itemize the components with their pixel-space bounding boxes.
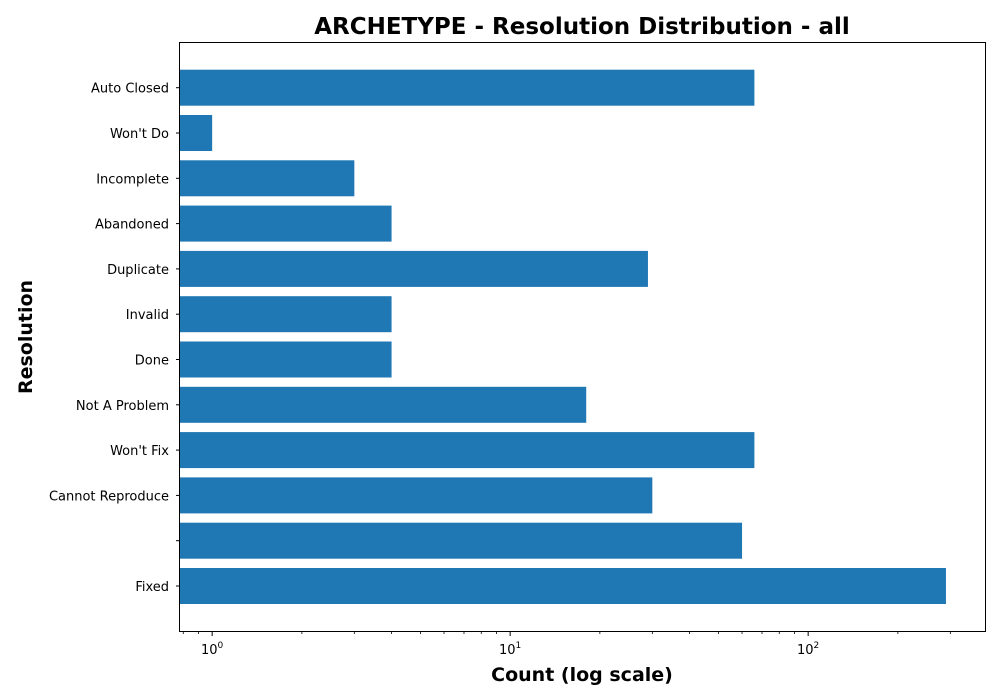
bar-abandoned: [180, 205, 392, 242]
bar-done: [180, 341, 392, 378]
bar-won-t-fix: [180, 432, 755, 469]
y-axis-ticks: Fixed Cannot Reproduce Won't Fix Not A Prob…: [49, 82, 180, 595]
bars-group: [180, 69, 946, 604]
y-tick-label: Auto Closed: [91, 82, 169, 97]
bar-fixed: [180, 568, 946, 604]
chart-title: ARCHETYPE - Resolution Distribution - al…: [314, 14, 850, 40]
y-tick-label: Duplicate: [107, 263, 169, 278]
y-tick-label: Won't Fix: [110, 444, 169, 459]
y-tick-label: Won't Do: [110, 127, 169, 142]
plot-frame: [179, 42, 986, 632]
y-tick-label: Not A Problem: [76, 399, 169, 414]
x-tick-label: 101: [499, 641, 521, 658]
x-tick-label: 102: [797, 641, 819, 658]
bar-auto-closed: [180, 69, 755, 106]
y-tick-label: Fixed: [135, 580, 169, 595]
y-axis-title: Resolution: [15, 280, 37, 394]
y-tick-label: Abandoned: [95, 218, 169, 233]
bar-invalid: [180, 296, 392, 333]
bar-won-t-do: [180, 115, 213, 151]
bar-incomplete: [180, 160, 355, 197]
y-tick-label: Cannot Reproduce: [49, 489, 169, 504]
x-axis-title: Count (log scale): [491, 664, 673, 686]
y-tick-label: Incomplete: [96, 172, 169, 187]
x-tick-label: 100: [201, 641, 224, 658]
y-tick-label: Invalid: [126, 308, 169, 323]
bar-not-a-problem: [180, 386, 587, 423]
y-tick-label: Done: [135, 354, 169, 369]
x-axis-ticks: 100 101 102: [182, 631, 951, 658]
bar-duplicate: [180, 250, 648, 287]
bar-cannot-reproduce: [180, 477, 653, 514]
bar-blank: [180, 522, 743, 559]
